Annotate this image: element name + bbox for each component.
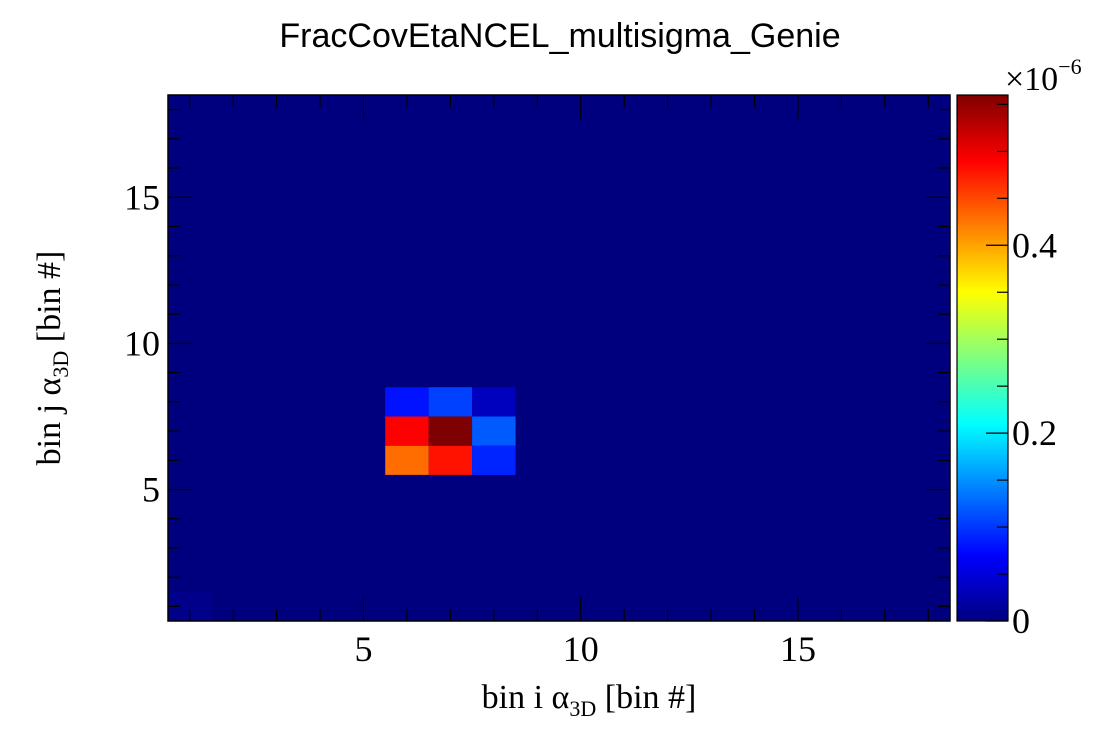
y-axis: 5 10 15 bbox=[124, 109, 950, 607]
x-axis: 5 10 15 bbox=[189, 95, 929, 669]
y-tick-label: 10 bbox=[124, 323, 160, 363]
colorbar-tick-label: 0.4 bbox=[1012, 225, 1057, 265]
plot-area bbox=[168, 95, 950, 621]
x-tick-label: 10 bbox=[563, 629, 599, 669]
heatmap-cell bbox=[472, 445, 516, 475]
colorbar-gradient bbox=[957, 95, 1008, 621]
colorbar-tick-label: 0 bbox=[1012, 601, 1030, 641]
colorbar: 0 0.2 0.4 bbox=[956, 94, 1057, 641]
colorbar-exponent-label: ×10−6 bbox=[1005, 54, 1082, 98]
chart-title: FracCovEtaNCEL_multisigma_Genie bbox=[279, 16, 841, 55]
heatmap-cell bbox=[385, 416, 429, 446]
heatmap-cell bbox=[385, 445, 429, 475]
heatmap-cell bbox=[385, 387, 429, 417]
plot-frame bbox=[167, 94, 951, 622]
title-box: FracCovEtaNCEL_multisigma_Genie bbox=[200, 8, 920, 64]
y-tick-label: 5 bbox=[142, 470, 160, 510]
heatmap-cell bbox=[428, 387, 473, 417]
y-axis-label: bin j α3D [bin #] bbox=[31, 251, 73, 466]
heatmap-cell bbox=[472, 416, 516, 446]
x-tick-label: 15 bbox=[780, 629, 816, 669]
heatmap-cell bbox=[428, 416, 473, 446]
heatmap-cell bbox=[472, 387, 516, 417]
heatmap-cell bbox=[428, 445, 473, 475]
colorbar-frame bbox=[956, 94, 1009, 622]
heatmap-cells bbox=[168, 387, 516, 621]
x-axis-label: bin i α3D [bin #] bbox=[482, 679, 697, 721]
colorbar-tick-label: 0.2 bbox=[1012, 413, 1057, 453]
y-tick-label: 15 bbox=[124, 177, 160, 217]
x-tick-label: 5 bbox=[355, 629, 373, 669]
heatmap-background bbox=[168, 95, 950, 621]
